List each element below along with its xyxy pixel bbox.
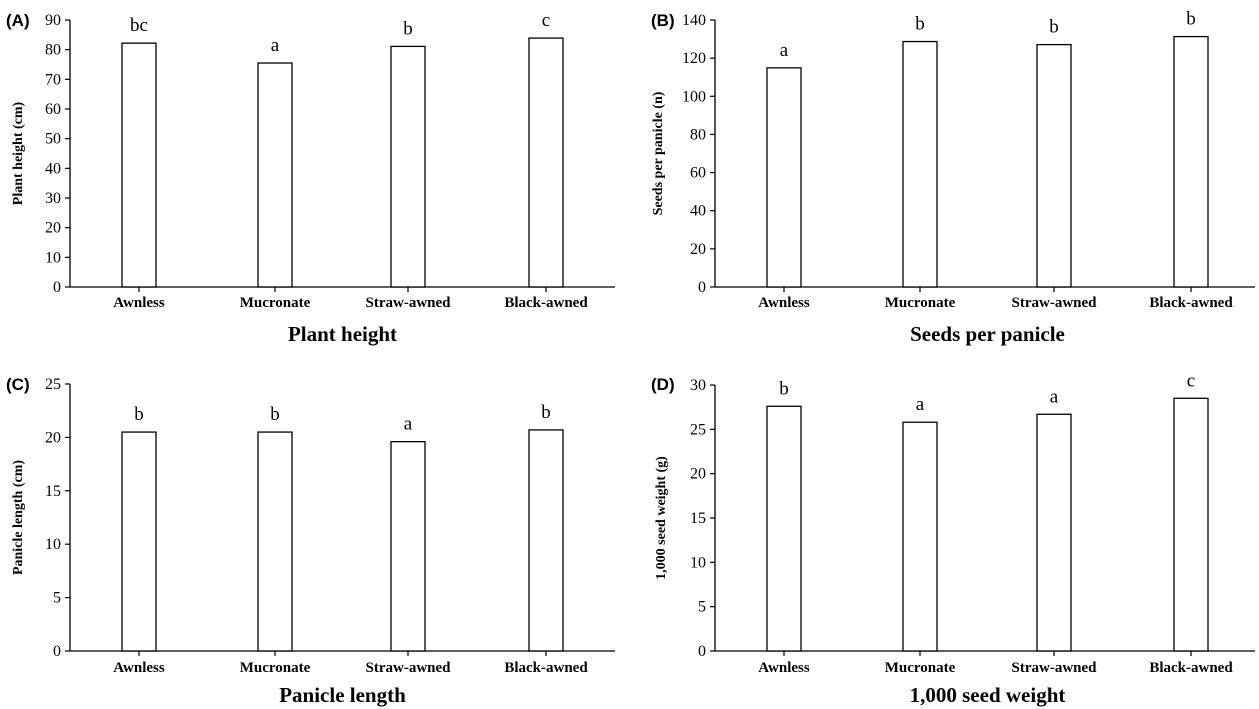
- panel-letter: (D): [651, 375, 675, 394]
- y-tick-label: 10: [690, 554, 706, 571]
- bar-mucronate: [257, 431, 293, 652]
- significance-letter: c: [1187, 370, 1195, 391]
- y-tick-label: 0: [698, 279, 706, 296]
- significance-letter: b: [403, 18, 413, 39]
- significance-letter: a: [271, 35, 280, 56]
- y-tick-label: 30: [690, 377, 706, 394]
- y-tick-label: 10: [45, 249, 61, 266]
- bar-straw-awned: [1036, 413, 1072, 652]
- y-tick-label: 30: [45, 190, 61, 207]
- x-tick-label: Mucronate: [240, 660, 311, 676]
- y-tick-label: 120: [682, 50, 706, 67]
- y-tick-label: 60: [690, 165, 706, 182]
- y-tick-label: 40: [690, 203, 706, 220]
- y-tick-label: 70: [45, 71, 61, 88]
- y-tick-label: 20: [690, 241, 706, 258]
- x-tick-label: Mucronate: [885, 660, 956, 676]
- x-tick-label: Black-awned: [1149, 660, 1233, 676]
- significance-letter: a: [1050, 386, 1059, 407]
- y-tick-label: 100: [682, 88, 706, 105]
- y-tick-label: 15: [45, 483, 61, 500]
- panel-letter: (A): [6, 11, 30, 30]
- y-tick-label: 0: [698, 643, 706, 660]
- significance-letter: a: [916, 394, 925, 415]
- chart-title: Seeds per panicle: [910, 322, 1065, 346]
- panel-letter: (B): [651, 11, 675, 30]
- y-tick-label: 0: [53, 643, 61, 660]
- x-tick-label: Straw-awned: [366, 660, 452, 676]
- x-tick-label: Awnless: [113, 295, 165, 311]
- chart-title: 1,000 seed weight: [910, 683, 1066, 707]
- bar-mucronate: [902, 421, 938, 652]
- significance-letter: bc: [130, 15, 148, 36]
- significance-letter: a: [780, 40, 789, 61]
- bar-awnless: [766, 405, 802, 652]
- y-axis-label: Seeds per panicle (n): [651, 91, 666, 215]
- significance-letter: b: [1049, 17, 1059, 38]
- y-tick-label: 15: [690, 510, 706, 527]
- chart-title: Plant height: [288, 322, 397, 346]
- panel-letter: (C): [6, 375, 30, 394]
- y-tick-label: 10: [45, 536, 61, 553]
- x-tick-label: Mucronate: [885, 295, 956, 311]
- y-tick-label: 20: [45, 220, 61, 237]
- x-tick-label: Straw-awned: [1012, 660, 1098, 676]
- y-tick-label: 60: [45, 101, 61, 118]
- significance-letter: c: [542, 10, 550, 31]
- y-tick-label: 5: [53, 590, 61, 607]
- significance-letter: b: [779, 378, 789, 399]
- bar-black-awned: [1173, 397, 1209, 652]
- y-axis-label: Panicle length (cm): [11, 460, 26, 575]
- y-axis-label: 1,000 seed weight (g): [654, 456, 669, 580]
- x-tick-label: Awnless: [758, 660, 810, 676]
- bar-mucronate: [257, 62, 293, 288]
- x-tick-label: Black-awned: [504, 660, 588, 676]
- bar-black-awned: [528, 429, 564, 652]
- y-tick-label: 50: [45, 131, 61, 148]
- significance-letter: b: [541, 402, 551, 423]
- bar-straw-awned: [1036, 43, 1072, 288]
- y-tick-label: 25: [690, 421, 706, 438]
- bar-awnless: [121, 42, 157, 288]
- x-tick-label: Straw-awned: [1012, 295, 1098, 311]
- bar-mucronate: [902, 40, 938, 288]
- y-tick-label: 80: [45, 42, 61, 59]
- y-tick-label: 5: [698, 599, 706, 616]
- x-tick-label: Awnless: [758, 295, 810, 311]
- x-tick-label: Straw-awned: [366, 295, 452, 311]
- bar-straw-awned: [390, 45, 426, 288]
- bar-black-awned: [528, 37, 564, 288]
- bar-awnless: [121, 431, 157, 652]
- x-tick-label: Mucronate: [240, 295, 311, 311]
- x-tick-label: Awnless: [113, 660, 165, 676]
- bar-straw-awned: [390, 441, 426, 652]
- x-tick-label: Black-awned: [504, 295, 588, 311]
- significance-letter: b: [915, 14, 925, 35]
- y-tick-label: 90: [45, 12, 61, 29]
- significance-letter: b: [134, 404, 144, 425]
- y-axis-label: Plant height (cm): [11, 101, 26, 205]
- significance-letter: b: [270, 404, 280, 425]
- y-tick-label: 0: [53, 279, 61, 296]
- significance-letter: a: [404, 414, 413, 435]
- y-tick-label: 140: [682, 12, 706, 29]
- y-tick-label: 80: [690, 126, 706, 143]
- y-tick-label: 25: [45, 376, 61, 393]
- bar-awnless: [766, 67, 802, 288]
- significance-letter: b: [1186, 9, 1196, 30]
- chart-title: Panicle length: [279, 683, 406, 707]
- y-tick-label: 40: [45, 160, 61, 177]
- y-tick-label: 20: [690, 466, 706, 483]
- x-tick-label: Black-awned: [1149, 295, 1233, 311]
- bar-black-awned: [1173, 35, 1209, 288]
- y-tick-label: 20: [45, 429, 61, 446]
